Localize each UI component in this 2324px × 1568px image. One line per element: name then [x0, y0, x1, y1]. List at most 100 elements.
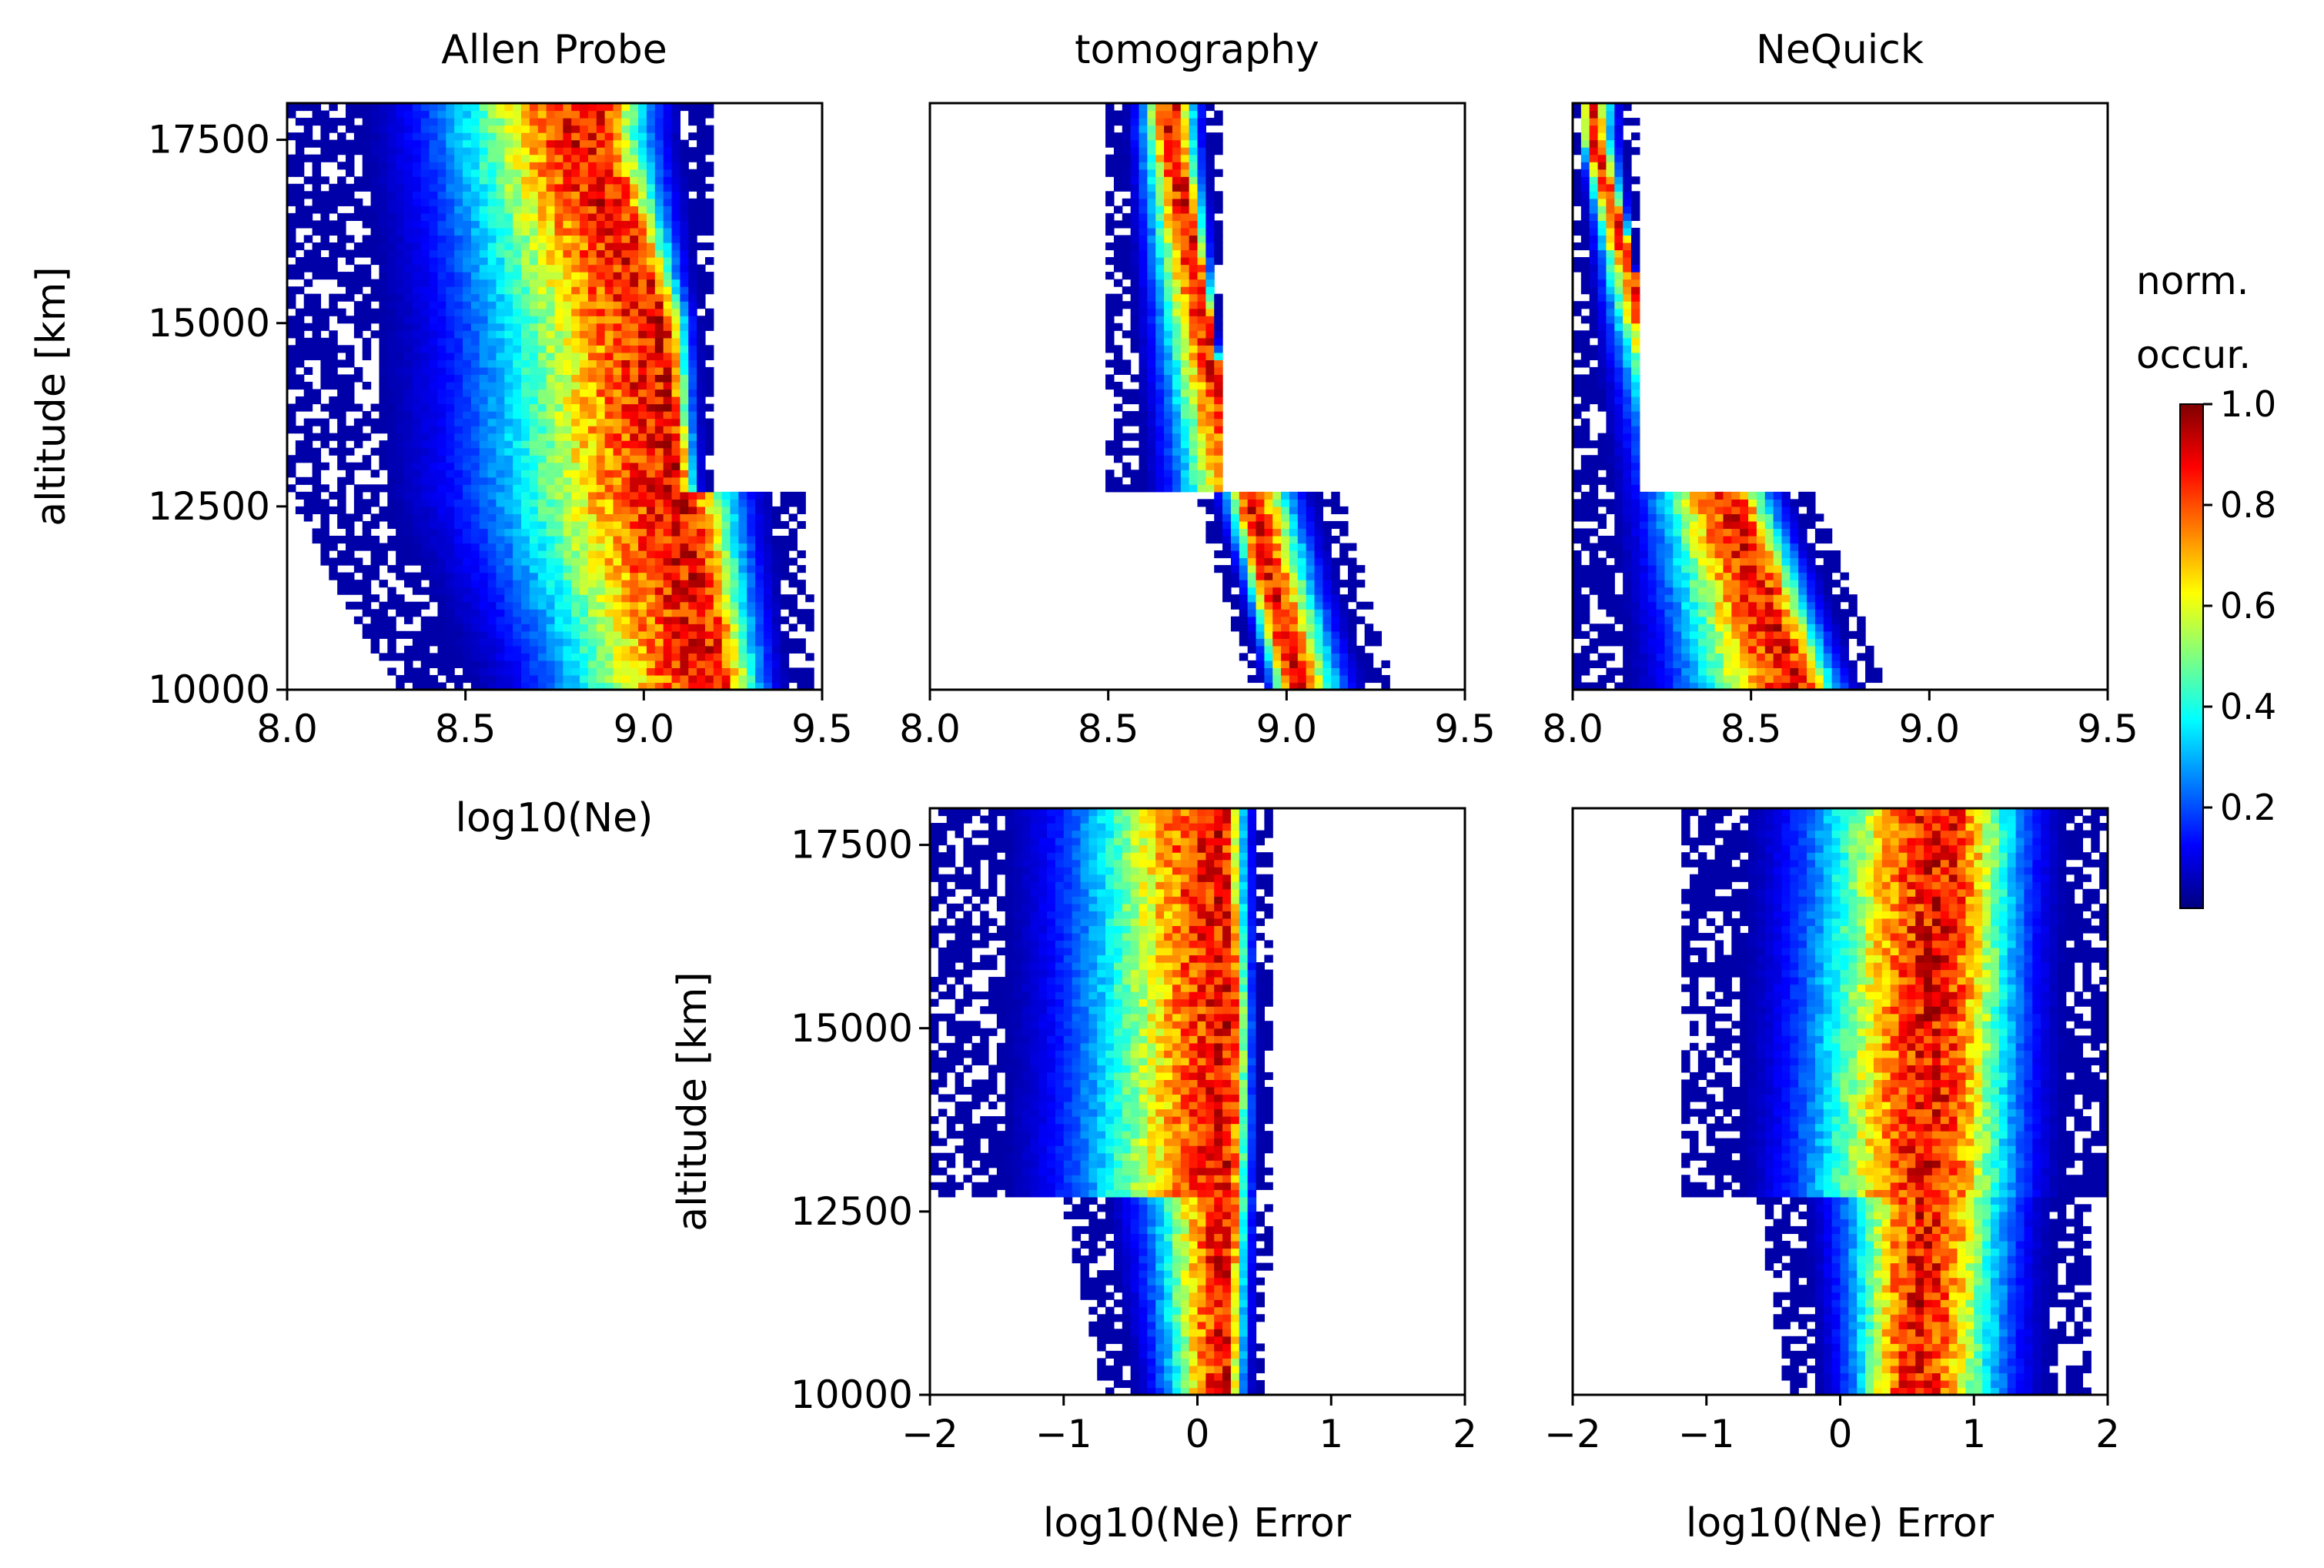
- heatmap-cell: [596, 286, 606, 295]
- heatmap-cell: [396, 557, 405, 566]
- heatmap-cell: [379, 330, 388, 339]
- heatmap-cell: [1289, 682, 1299, 690]
- heatmap-cell: [571, 330, 580, 339]
- heatmap-cell: [1164, 396, 1173, 405]
- heatmap-cell: [529, 616, 539, 624]
- heatmap-cell: [537, 352, 547, 360]
- heatmap-cell: [420, 535, 430, 544]
- heatmap-cell: [688, 110, 697, 119]
- heatmap-cell: [521, 169, 530, 177]
- heatmap-cell: [1105, 220, 1115, 229]
- heatmap-cell: [513, 440, 522, 449]
- heatmap-cell: [521, 242, 530, 251]
- heatmap-cell: [1180, 183, 1190, 192]
- heatmap-cell: [370, 535, 380, 544]
- heatmap-cell: [312, 176, 322, 185]
- heatmap-cell: [1164, 476, 1173, 485]
- heatmap-cell: [563, 345, 572, 353]
- heatmap-cell: [554, 279, 563, 287]
- heatmap-cell: [546, 624, 556, 632]
- heatmap-cell: [521, 440, 530, 449]
- heatmap-cell: [1264, 580, 1273, 588]
- heatmap-cell: [1147, 389, 1156, 397]
- heatmap-cell: [396, 389, 405, 397]
- heatmap-cell: [396, 345, 405, 353]
- heatmap-cell: [704, 630, 714, 639]
- heatmap-cell: [329, 491, 338, 500]
- heatmap-cell: [429, 366, 439, 376]
- heatmap-cell: [429, 169, 439, 177]
- heatmap-cell: [446, 580, 455, 588]
- heatmap-cell: [446, 279, 455, 287]
- heatmap-cell: [379, 301, 388, 309]
- heatmap-cell: [1147, 330, 1156, 339]
- heatmap-cell: [571, 154, 580, 162]
- heatmap-cell: [1113, 279, 1123, 287]
- heatmap-cell: [680, 535, 689, 544]
- heatmap-cell: [1239, 587, 1249, 595]
- heatmap-cell: [404, 476, 413, 485]
- heatmap-cell: [1331, 580, 1340, 588]
- heatmap-cell: [638, 198, 647, 206]
- heatmap-cell: [412, 220, 422, 229]
- heatmap-cell: [554, 272, 563, 280]
- heatmap-cell: [1331, 572, 1340, 580]
- heatmap-cell: [429, 660, 439, 669]
- heatmap-cell: [1656, 682, 1666, 690]
- heatmap-cell: [1197, 147, 1206, 155]
- heatmap-cell: [504, 587, 513, 595]
- heatmap-cell: [621, 499, 630, 507]
- heatmap-cell: [429, 565, 439, 573]
- heatmap-cell: [529, 206, 539, 214]
- heatmap-cell: [513, 491, 522, 500]
- heatmap-cell: [496, 381, 505, 390]
- heatmap-cell: [1180, 476, 1190, 485]
- heatmap-cell: [587, 183, 597, 192]
- heatmap-cell: [404, 147, 413, 155]
- heatmap-cell: [1214, 433, 1223, 441]
- heatmap-cell: [663, 601, 673, 610]
- heatmap-cell: [496, 279, 505, 287]
- y-tick-label: 15000: [148, 301, 270, 346]
- heatmap-cell: [287, 374, 296, 383]
- heatmap-cell: [353, 543, 363, 551]
- heatmap-cell: [420, 118, 430, 126]
- heatmap-cell: [429, 418, 439, 426]
- heatmap-cell: [337, 396, 346, 405]
- heatmap-cell: [312, 118, 322, 126]
- heatmap-cell: [747, 682, 756, 690]
- heatmap-cell: [479, 557, 489, 566]
- heatmap-cell: [396, 543, 405, 551]
- heatmap-cell: [563, 242, 572, 251]
- heatmap-cell: [554, 476, 563, 485]
- heatmap-cell: [1347, 645, 1357, 654]
- heatmap-cell: [571, 374, 580, 383]
- heatmap-cell: [479, 447, 489, 456]
- x-tick-label: 8.5: [435, 707, 497, 751]
- heatmap-cell: [704, 653, 714, 661]
- heatmap-cell: [1230, 616, 1240, 624]
- heatmap-cell: [295, 396, 305, 405]
- heatmap-cell: [353, 330, 363, 339]
- heatmap-cell: [587, 447, 597, 456]
- heatmap-cell: [1306, 630, 1316, 639]
- heatmap-cell: [446, 520, 455, 530]
- heatmap-cell: [697, 147, 706, 155]
- heatmap-cell: [646, 470, 656, 478]
- heatmap-cell: [463, 557, 472, 566]
- heatmap-cell: [454, 183, 463, 192]
- heatmap-cell: [1364, 630, 1374, 639]
- heatmap-cell: [697, 118, 706, 126]
- heatmap-cell: [780, 616, 790, 624]
- heatmap-cell: [1197, 220, 1206, 229]
- heatmap-cell: [587, 125, 597, 133]
- heatmap-cell: [295, 272, 305, 280]
- heatmap-cell: [1172, 440, 1182, 449]
- heatmap-cell: [437, 455, 446, 463]
- heatmap-cell: [437, 476, 446, 485]
- heatmap-cell: [671, 366, 680, 376]
- heatmap-cell: [470, 337, 480, 346]
- heatmap-cell: [554, 594, 563, 603]
- heatmap-cell: [496, 132, 505, 141]
- heatmap-cell: [646, 308, 656, 316]
